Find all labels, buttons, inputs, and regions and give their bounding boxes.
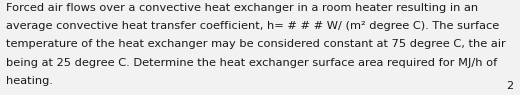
Text: being at 25 degree C. Determine the heat exchanger surface area required for MJ/: being at 25 degree C. Determine the heat… bbox=[6, 58, 498, 68]
Text: heating.: heating. bbox=[6, 76, 53, 86]
Text: average convective heat transfer coefficient, h= # # # W/ (m² degree C). The sur: average convective heat transfer coeffic… bbox=[6, 21, 500, 31]
Text: 2: 2 bbox=[506, 81, 514, 91]
Text: temperature of the heat exchanger may be considered constant at 75 degree C, the: temperature of the heat exchanger may be… bbox=[6, 39, 506, 49]
Text: Forced air flows over a convective heat exchanger in a room heater resulting in : Forced air flows over a convective heat … bbox=[6, 3, 478, 13]
